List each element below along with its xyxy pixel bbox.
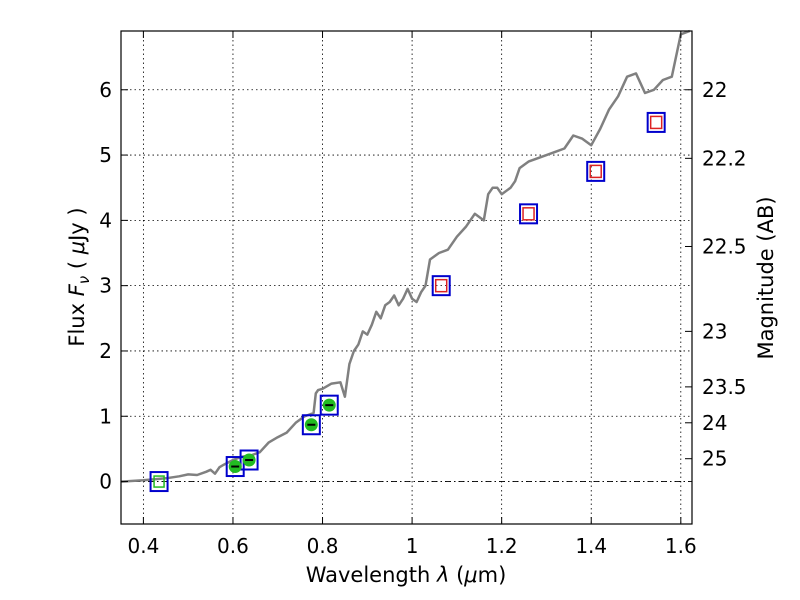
photometry-markers: [149, 111, 666, 493]
model-point: [589, 164, 602, 179]
model-point: [649, 115, 663, 130]
plot-frame: [120, 30, 693, 525]
photometry-box: [586, 160, 606, 182]
y-tick-label: 3: [99, 274, 112, 298]
x-tick-label: 0.8: [307, 534, 339, 558]
y-axis-title: Flux Fν ( μJy ): [65, 207, 93, 346]
photometry-box: [319, 394, 339, 416]
photometry-box: [301, 414, 321, 436]
x-ticks: 0.4 0.6 0.8 1 1.2 1.4 1.6: [127, 31, 697, 558]
right-ticks: 22 22.2 22.5 23 23.5 24 25: [685, 78, 747, 471]
photometry-box: [149, 471, 169, 493]
y-ticks: 0 1 2 3 4 5 6: [99, 78, 128, 494]
x-tick-label: 0.6: [217, 534, 249, 558]
x-tick-label: 1.6: [665, 534, 697, 558]
y-tick-label: 1: [99, 404, 112, 428]
model-point: [434, 278, 448, 293]
y-tick-label: 0: [99, 470, 112, 494]
photometry-box: [646, 111, 666, 133]
right-tick-label: 24: [702, 411, 727, 435]
x-tick-label: 1: [406, 534, 419, 558]
right-axis-title: Magnitude (AB): [754, 196, 778, 359]
x-tick-label: 1.4: [575, 534, 607, 558]
x-tick-label: 0.4: [127, 534, 159, 558]
right-tick-label: 25: [702, 447, 727, 471]
model-point: [522, 207, 535, 221]
y-tick-label: 6: [99, 78, 112, 102]
photometry-box: [519, 203, 539, 225]
right-tick-label: 22: [702, 78, 727, 102]
y-tick-label: 2: [99, 339, 112, 363]
right-tick-label: 23.5: [702, 375, 747, 399]
upper-limit-point: [153, 475, 165, 488]
right-tick-label: 22.2: [702, 146, 747, 170]
x-axis-title: Wavelength λ (μm): [306, 563, 507, 587]
grid-lines: [121, 31, 692, 524]
y-tick-label: 4: [99, 208, 112, 232]
right-tick-label: 23: [702, 319, 727, 343]
x-tick-label: 1.2: [486, 534, 518, 558]
right-tick-label: 22.5: [702, 234, 747, 258]
y-tick-label: 5: [99, 143, 112, 167]
photometry-box: [225, 456, 245, 478]
photometry-box: [239, 449, 259, 471]
photometry-box: [431, 275, 451, 297]
